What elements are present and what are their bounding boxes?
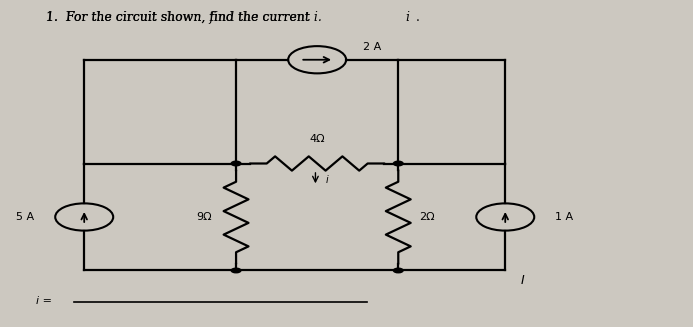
Circle shape	[394, 161, 403, 166]
Text: i: i	[326, 175, 328, 185]
Text: 9Ω: 9Ω	[196, 212, 212, 222]
Text: i: i	[405, 11, 409, 24]
Circle shape	[231, 268, 241, 273]
Text: 4Ω: 4Ω	[309, 134, 325, 144]
Text: 1.  For the circuit shown, find the current: 1. For the circuit shown, find the curre…	[46, 11, 314, 24]
Text: .: .	[416, 11, 419, 24]
Text: I: I	[520, 274, 525, 287]
Text: 1 A: 1 A	[555, 212, 573, 222]
Circle shape	[394, 268, 403, 273]
Text: i =: i =	[36, 296, 52, 306]
Circle shape	[231, 161, 241, 166]
Text: 2 A: 2 A	[363, 42, 382, 52]
Text: 2Ω: 2Ω	[419, 212, 435, 222]
Text: 1.  For the circuit shown, find the current i.: 1. For the circuit shown, find the curre…	[46, 11, 322, 24]
Text: 5 A: 5 A	[17, 212, 35, 222]
